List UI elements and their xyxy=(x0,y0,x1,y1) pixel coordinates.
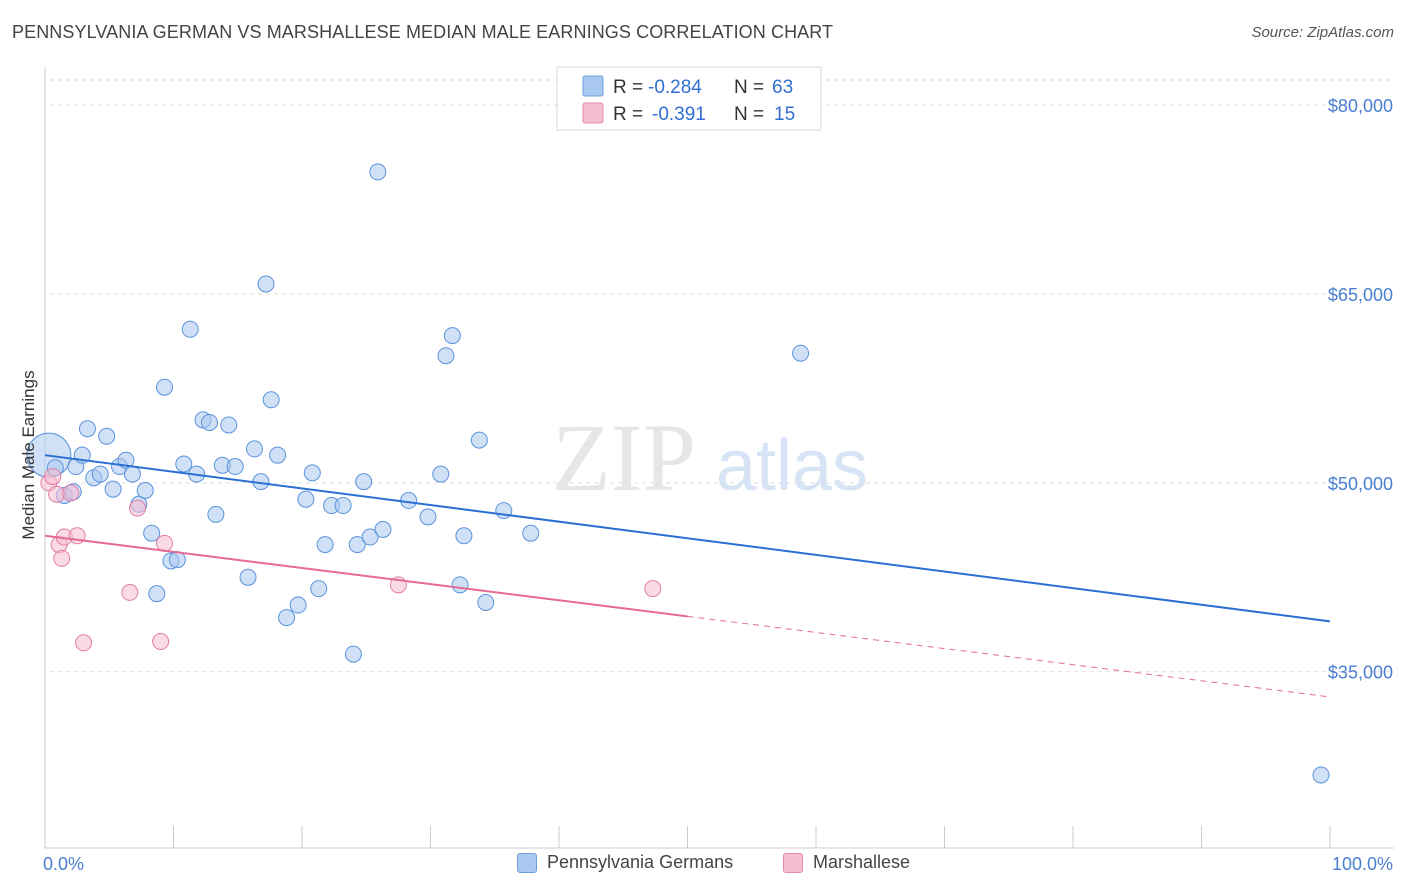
point-pennsylvania-germans xyxy=(334,497,352,515)
y-tick-label: $35,000 xyxy=(1328,663,1393,683)
point-pennsylvania-germans xyxy=(143,524,161,542)
point-pennsylvania-germans xyxy=(348,536,366,554)
x-tick-label: 0.0% xyxy=(43,854,84,874)
point-pennsylvania-germans xyxy=(104,480,122,498)
point-pennsylvania-germans xyxy=(303,464,321,482)
y-axis-label: Median Male Earnings xyxy=(19,370,38,539)
point-marshallese xyxy=(644,580,662,598)
legend-label: Pennsylvania Germans xyxy=(547,852,734,872)
point-marshallese xyxy=(75,634,93,652)
y-tick-labels: $35,000 $50,000 $65,000 $80,000 xyxy=(1328,96,1393,683)
point-marshallese xyxy=(48,485,66,503)
chart-title: PENNSYLVANIA GERMAN VS MARSHALLESE MEDIA… xyxy=(12,22,834,42)
stats-r-label: R = xyxy=(613,104,643,125)
point-pennsylvania-germans xyxy=(316,536,334,554)
point-pennsylvania-germans xyxy=(220,416,238,434)
point-pennsylvania-germans xyxy=(136,481,154,499)
point-pennsylvania-germans xyxy=(374,520,392,538)
point-marshallese xyxy=(53,549,71,567)
point-pennsylvania-germans xyxy=(297,490,315,508)
point-pennsylvania-germans xyxy=(522,524,540,542)
legend-label: Marshallese xyxy=(813,852,911,872)
y-tick-label: $80,000 xyxy=(1328,96,1393,116)
stats-n-label: N = xyxy=(734,104,764,125)
stats-r-value: -0.284 xyxy=(648,77,702,98)
point-pennsylvania-germans xyxy=(245,440,263,458)
stats-legend: R = -0.284 N = 63 R = -0.391 N = 15 xyxy=(556,66,822,131)
point-pennsylvania-germans xyxy=(419,508,437,526)
point-pennsylvania-germans xyxy=(289,596,307,614)
trend-line-marshallese-extension xyxy=(687,615,1331,698)
point-pennsylvania-germans xyxy=(148,585,166,603)
legend-swatch-pennsylvania-germans xyxy=(517,852,537,873)
point-pennsylvania-germans xyxy=(181,320,199,338)
point-marshallese xyxy=(44,468,62,486)
point-pennsylvania-germans xyxy=(239,568,257,586)
point-pennsylvania-germans xyxy=(344,645,362,663)
stats-swatch-pennsylvania-germans xyxy=(582,75,604,97)
legend-swatch-marshallese xyxy=(783,852,803,873)
watermark: ZIP atlas xyxy=(552,404,868,511)
point-pennsylvania-germans xyxy=(792,344,810,362)
point-pennsylvania-germans xyxy=(310,580,328,598)
point-pennsylvania-germans xyxy=(470,431,488,449)
point-pennsylvania-germans xyxy=(98,427,116,445)
point-pennsylvania-germans xyxy=(437,347,455,365)
point-pennsylvania-germans xyxy=(226,458,244,476)
point-pennsylvania-germans xyxy=(355,473,373,491)
point-pennsylvania-germans xyxy=(123,465,141,483)
y-tick-label: $50,000 xyxy=(1328,474,1393,494)
point-pennsylvania-germans xyxy=(91,465,109,483)
point-pennsylvania-germans xyxy=(361,528,379,546)
source-label: Source: ZipAtlas.com xyxy=(1251,24,1394,41)
point-pennsylvania-germans xyxy=(369,163,387,181)
stats-n-value: 15 xyxy=(774,104,795,125)
stats-swatch-marshallese xyxy=(582,102,604,124)
stats-n-label: N = xyxy=(734,77,764,98)
point-marshallese xyxy=(121,583,139,601)
point-pennsylvania-germans xyxy=(455,527,473,545)
trend-lines xyxy=(44,454,1331,698)
point-pennsylvania-germans xyxy=(477,593,495,611)
stats-r-value: -0.391 xyxy=(652,104,706,125)
point-pennsylvania-germans xyxy=(200,413,218,431)
y-tick-label: $65,000 xyxy=(1328,285,1393,305)
point-pennsylvania-germans xyxy=(451,576,469,594)
point-marshallese xyxy=(62,484,80,502)
point-marshallese xyxy=(156,534,174,552)
point-pennsylvania-germans xyxy=(78,420,96,438)
point-pennsylvania-germans xyxy=(262,391,280,409)
point-pennsylvania-germans xyxy=(1312,766,1330,784)
point-pennsylvania-germans xyxy=(207,505,225,523)
watermark-atlas: atlas xyxy=(716,426,868,506)
legend-item-marshallese[interactable]: Marshallese xyxy=(783,852,910,873)
stats-r-label: R = xyxy=(613,77,643,98)
point-pennsylvania-germans xyxy=(156,378,174,396)
watermark-zip: ZIP xyxy=(552,404,696,511)
stats-n-value: 63 xyxy=(772,77,793,98)
point-pennsylvania-germans xyxy=(278,609,296,627)
legend-item-pennsylvania-germans[interactable]: Pennsylvania Germans xyxy=(517,852,733,873)
point-pennsylvania-germans xyxy=(443,327,461,345)
point-pennsylvania-germans xyxy=(432,465,450,483)
bottom-legend: Pennsylvania Germans Marshallese xyxy=(0,852,1406,878)
point-marshallese xyxy=(129,499,147,517)
point-pennsylvania-germans xyxy=(168,551,186,569)
x-tick-label: 100.0% xyxy=(1332,854,1393,874)
trend-line-pennsylvania-germans xyxy=(44,454,1331,623)
point-pennsylvania-germans xyxy=(269,446,287,464)
x-tick-labels: 0.0% 100.0% xyxy=(43,854,1393,874)
point-pennsylvania-germans xyxy=(175,455,193,473)
trend-line-marshallese xyxy=(44,534,688,618)
point-marshallese xyxy=(152,633,170,651)
data-points xyxy=(26,163,1330,784)
point-pennsylvania-germans xyxy=(257,275,275,293)
